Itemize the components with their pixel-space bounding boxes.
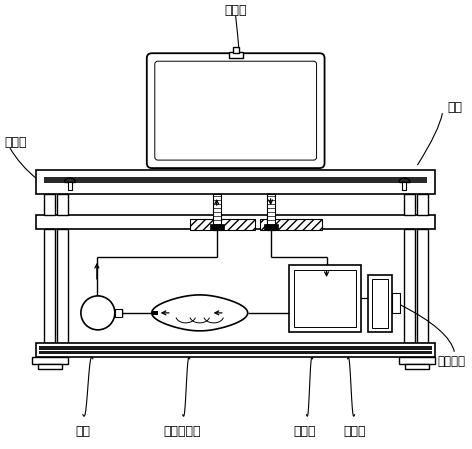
Bar	[213, 194, 221, 230]
Bar	[115, 309, 122, 317]
Text: 调节室: 调节室	[293, 425, 316, 438]
Bar	[38, 364, 62, 369]
Bar	[44, 194, 55, 215]
Bar	[39, 346, 432, 350]
Bar	[403, 182, 406, 190]
Text: 水平台: 水平台	[4, 136, 26, 149]
Text: 支腿: 支腿	[447, 101, 463, 114]
Bar	[372, 279, 388, 328]
Bar	[44, 229, 55, 343]
Bar	[57, 229, 68, 343]
Bar	[233, 47, 239, 53]
Text: 气泵: 气泵	[76, 425, 90, 438]
FancyBboxPatch shape	[155, 61, 317, 160]
Bar	[288, 265, 361, 332]
Bar	[399, 357, 435, 364]
Bar	[44, 177, 428, 183]
Bar	[39, 351, 432, 354]
Bar	[417, 229, 429, 343]
Bar	[36, 215, 435, 229]
Bar	[152, 311, 158, 315]
Bar	[369, 275, 392, 332]
Bar	[68, 182, 72, 190]
Text: 驱动机构: 驱动机构	[438, 355, 465, 368]
Bar	[264, 224, 278, 230]
Bar	[405, 364, 430, 369]
Bar	[57, 194, 68, 215]
Bar	[229, 52, 243, 58]
Bar	[190, 219, 255, 230]
Bar	[417, 194, 429, 215]
Bar	[260, 219, 321, 230]
Bar	[405, 194, 415, 215]
Circle shape	[81, 296, 115, 330]
Text: 隡氪室: 隡氪室	[224, 4, 247, 17]
Bar	[32, 357, 68, 364]
Text: 调节板: 调节板	[343, 425, 366, 438]
Polygon shape	[152, 295, 248, 331]
Bar	[36, 170, 435, 194]
Bar	[294, 270, 355, 327]
Bar	[36, 343, 435, 357]
Text: 流气式氪源: 流气式氪源	[163, 425, 201, 438]
Bar	[392, 293, 400, 313]
Bar	[405, 229, 415, 343]
Bar	[210, 224, 224, 230]
Bar	[267, 194, 275, 230]
FancyBboxPatch shape	[147, 53, 325, 168]
